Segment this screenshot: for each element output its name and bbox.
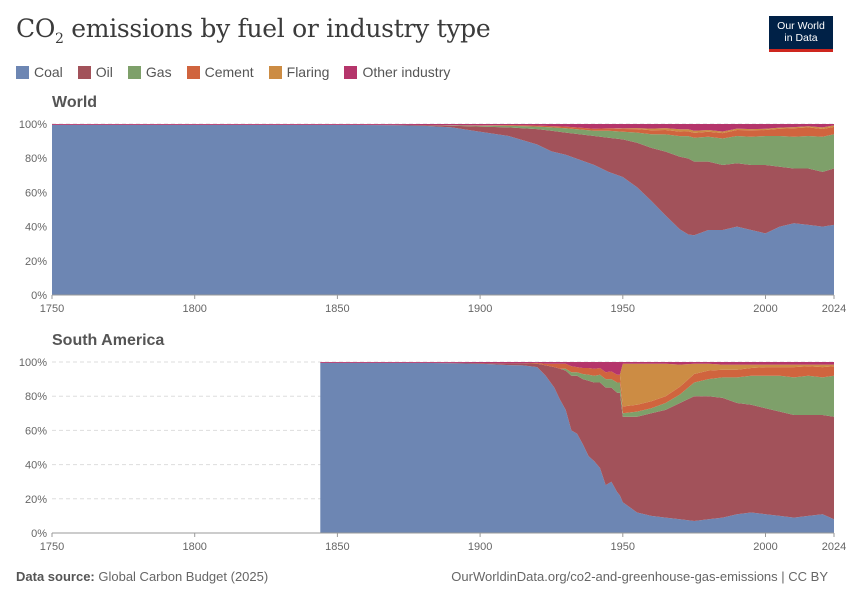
x-tick-label: 2024 bbox=[822, 541, 846, 553]
y-tick-label: 40% bbox=[25, 222, 47, 234]
legend-label: Cement bbox=[204, 64, 254, 80]
legend-swatch bbox=[127, 65, 141, 79]
y-tick-label: 0% bbox=[31, 290, 47, 302]
data-source: Data source: Global Carbon Budget (2025) bbox=[16, 569, 269, 584]
x-tick-label: 2000 bbox=[753, 303, 777, 315]
area-cement bbox=[52, 124, 834, 139]
legend-item-other-industry[interactable]: Other industry bbox=[344, 64, 450, 80]
y-tick-label: 100% bbox=[19, 357, 47, 369]
panel-title-south-america: South America bbox=[52, 332, 165, 349]
x-tick-label: 1750 bbox=[40, 303, 64, 315]
x-tick-label: 1950 bbox=[611, 541, 635, 553]
area-other-industry bbox=[320, 362, 834, 375]
x-tick-label: 1850 bbox=[325, 303, 349, 315]
x-tick-label: 1800 bbox=[182, 303, 206, 315]
area-coal bbox=[320, 362, 834, 533]
legend: Coal Oil Gas Cement Flaring Other indust… bbox=[16, 64, 450, 80]
y-tick-label: 80% bbox=[25, 391, 47, 403]
y-tick-label: 20% bbox=[25, 494, 47, 506]
x-tick-label: 2000 bbox=[753, 541, 777, 553]
y-tick-label: 60% bbox=[25, 425, 47, 437]
legend-swatch bbox=[268, 65, 282, 79]
y-tick-label: 40% bbox=[25, 460, 47, 472]
panel-world: 0% 20% 40% 60% 80% 100% 1750 1800 1850 1900 1950 20… bbox=[19, 119, 846, 315]
x-tick-label: 2024 bbox=[822, 303, 846, 315]
legend-swatch bbox=[186, 65, 200, 79]
x-tick-label: 1900 bbox=[468, 303, 492, 315]
panel-south-america: 0% 20% 40% 60% 80% 100% 1750 1800 1850 1900 1950 20… bbox=[19, 357, 846, 553]
area-cement bbox=[320, 362, 834, 414]
y-tick-label: 20% bbox=[25, 256, 47, 268]
legend-label: Flaring bbox=[286, 64, 330, 80]
y-tick-label: 100% bbox=[19, 119, 47, 131]
legend-item-coal[interactable]: Coal bbox=[16, 64, 63, 80]
legend-swatch bbox=[344, 65, 358, 79]
x-tick-label: 1750 bbox=[40, 541, 64, 553]
legend-item-flaring[interactable]: Flaring bbox=[268, 64, 330, 80]
legend-label: Oil bbox=[95, 64, 113, 80]
area-oil bbox=[52, 124, 834, 236]
x-tick-label: 1950 bbox=[611, 303, 635, 315]
area-oil bbox=[320, 362, 834, 521]
y-tick-label: 60% bbox=[25, 187, 47, 199]
logo-line-2: in Data bbox=[784, 32, 818, 44]
x-tick-label: 1850 bbox=[325, 541, 349, 553]
x-tick-label: 1800 bbox=[182, 541, 206, 553]
legend-label: Gas bbox=[145, 64, 172, 80]
panel-title-world: World bbox=[52, 94, 98, 111]
legend-swatch bbox=[16, 65, 29, 79]
chart-title: CO2 emissions by fuel or industry type bbox=[16, 14, 491, 47]
legend-item-gas[interactable]: Gas bbox=[127, 64, 172, 80]
legend-item-cement[interactable]: Cement bbox=[186, 64, 254, 80]
x-tick-label: 1900 bbox=[468, 541, 492, 553]
area-gas bbox=[320, 362, 834, 417]
logo-line-1: Our World bbox=[777, 20, 825, 32]
legend-label: Other industry bbox=[362, 64, 451, 80]
legend-item-oil[interactable]: Oil bbox=[77, 64, 113, 80]
area-gas bbox=[52, 124, 834, 172]
legend-swatch bbox=[77, 65, 91, 79]
owid-logo[interactable]: Our World in Data bbox=[769, 16, 833, 52]
area-other-industry bbox=[52, 124, 834, 132]
y-tick-label: 0% bbox=[31, 528, 47, 540]
area-coal bbox=[52, 124, 834, 296]
footer-url[interactable]: OurWorldinData.org/co2-and-greenhouse-ga… bbox=[451, 569, 828, 584]
legend-label: Coal bbox=[34, 64, 63, 80]
y-tick-label: 80% bbox=[25, 153, 47, 165]
